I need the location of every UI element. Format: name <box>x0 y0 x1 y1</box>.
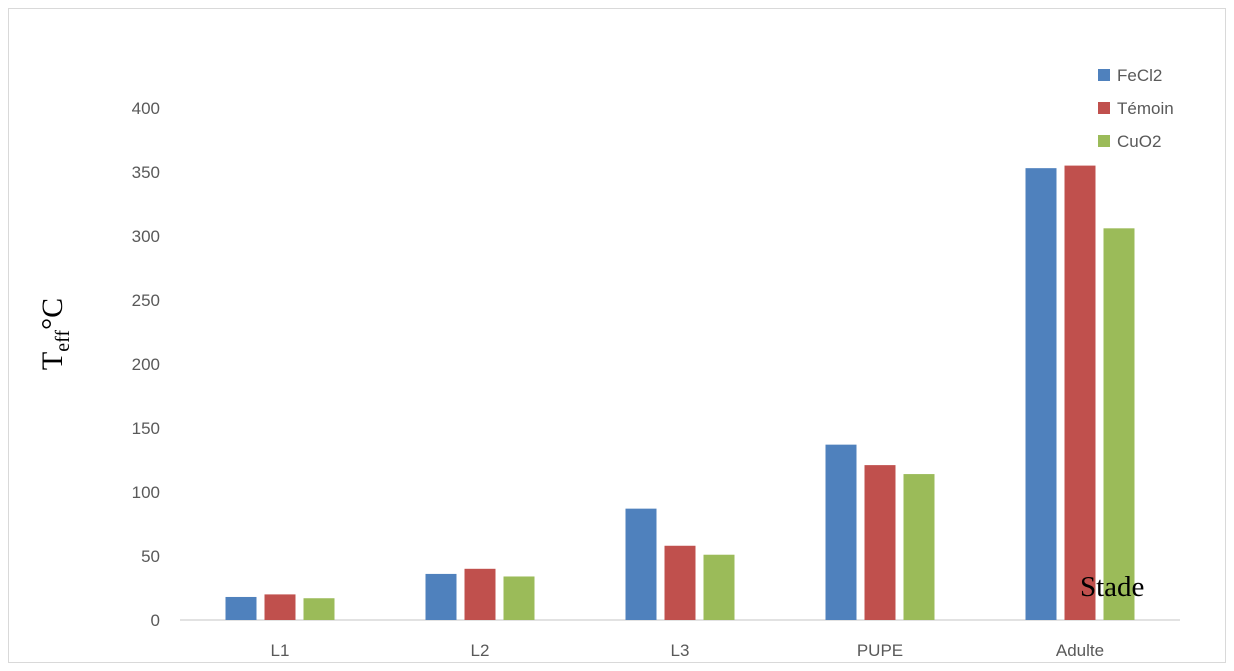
y-axis-label-subscript: eff <box>52 330 74 352</box>
y-axis-label-main: T <box>36 352 69 370</box>
legend-label: FeCl2 <box>1117 66 1162 85</box>
bar <box>864 465 896 620</box>
bar <box>464 568 496 620</box>
y-tick-label: 350 <box>132 163 160 182</box>
legend: FeCl2 Témoin CuO2 <box>1098 66 1174 151</box>
legend-label: Témoin <box>1117 99 1174 118</box>
y-axis-label: Teff°C <box>36 298 74 370</box>
y-tick-label: 50 <box>141 547 160 566</box>
y-axis-ticks: 0 50 100 150 200 250 300 350 400 <box>132 99 160 630</box>
y-tick-label: 300 <box>132 227 160 246</box>
y-tick-label: 150 <box>132 419 160 438</box>
bar <box>664 545 696 620</box>
bar <box>1103 228 1135 620</box>
y-tick-label: 400 <box>132 99 160 118</box>
legend-label: CuO2 <box>1117 132 1161 151</box>
y-tick-label: 250 <box>132 291 160 310</box>
x-tick-label: L3 <box>671 641 690 660</box>
x-tick-label: L1 <box>271 641 290 660</box>
bar <box>1064 165 1096 620</box>
y-tick-label: 100 <box>132 483 160 502</box>
legend-swatch <box>1098 102 1110 114</box>
x-tick-label: PUPE <box>857 641 903 660</box>
bar <box>825 444 857 620</box>
bar <box>703 554 735 620</box>
bar <box>264 594 296 620</box>
bars <box>225 165 1135 620</box>
bar <box>903 474 935 620</box>
bar <box>503 576 535 620</box>
bar <box>1025 168 1057 620</box>
legend-swatch <box>1098 69 1110 81</box>
bar <box>425 573 457 620</box>
y-axis-label-unit: °C <box>36 298 69 330</box>
x-axis-label: Stade <box>1080 571 1144 603</box>
y-tick-label: 200 <box>132 355 160 374</box>
x-axis-ticks: L1 L2 L3 PUPE Adulte <box>271 641 1105 660</box>
x-tick-label: L2 <box>471 641 490 660</box>
y-tick-label: 0 <box>151 611 160 630</box>
bar <box>303 598 335 620</box>
x-tick-label: Adulte <box>1056 641 1104 660</box>
legend-swatch <box>1098 135 1110 147</box>
bar <box>625 508 657 620</box>
bar <box>225 596 257 620</box>
chart-frame <box>8 8 1226 663</box>
